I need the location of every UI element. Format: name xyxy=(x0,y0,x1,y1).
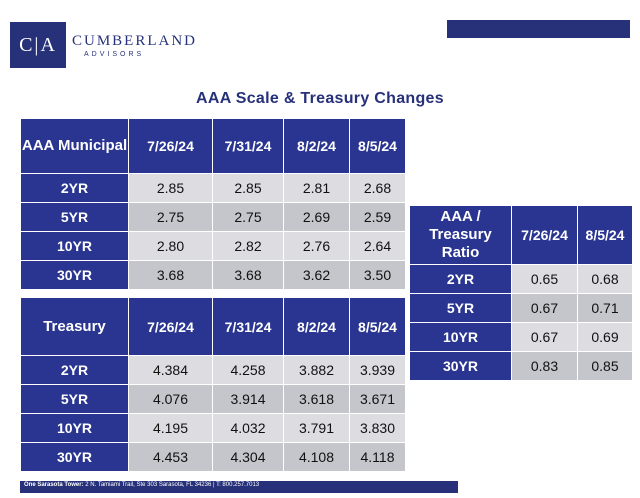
table-row: 10YR 4.195 4.032 3.791 3.830 xyxy=(20,413,406,443)
table-cell: 0.83 xyxy=(511,351,578,381)
table-cell: 3.50 xyxy=(349,260,406,290)
row-label: 30YR xyxy=(20,442,129,472)
table-cell: 4.076 xyxy=(128,384,213,414)
table-row: 5YR 4.076 3.914 3.618 3.671 xyxy=(20,384,406,414)
table-cell: 2.85 xyxy=(212,173,284,203)
company-logo: C|A xyxy=(10,22,66,68)
table-cell: 3.68 xyxy=(128,260,213,290)
table-cell: 3.618 xyxy=(283,384,350,414)
logo-company-name: CUMBERLAND xyxy=(72,33,198,49)
table-cell: 4.032 xyxy=(212,413,284,443)
column-header: 7/26/24 xyxy=(128,118,213,174)
row-label: 2YR xyxy=(20,173,129,203)
table-header-row: AAA Municipal 7/26/24 7/31/24 8/2/24 8/5… xyxy=(20,118,406,174)
row-label: 2YR xyxy=(409,264,512,294)
table-cell: 0.65 xyxy=(511,264,578,294)
table-cell: 4.108 xyxy=(283,442,350,472)
column-header: Treasury xyxy=(20,297,129,356)
table-cell: 3.914 xyxy=(212,384,284,414)
row-label: 5YR xyxy=(20,384,129,414)
table-row: 30YR 0.83 0.85 xyxy=(409,351,633,381)
table-cell: 0.71 xyxy=(577,293,633,323)
table-cell: 0.68 xyxy=(577,264,633,294)
table-cell: 2.59 xyxy=(349,202,406,232)
column-header: 8/2/24 xyxy=(283,118,350,174)
table-cell: 3.882 xyxy=(283,355,350,385)
table-row: 2YR 0.65 0.68 xyxy=(409,264,633,294)
table-row: 2YR 2.85 2.85 2.81 2.68 xyxy=(20,173,406,203)
table-cell: 3.939 xyxy=(349,355,406,385)
table-cell: 4.304 xyxy=(212,442,284,472)
table-row: 30YR 3.68 3.68 3.62 3.50 xyxy=(20,260,406,290)
ratio-table: AAA / Treasury Ratio 7/26/24 8/5/24 2YR … xyxy=(409,205,633,381)
row-label: 10YR xyxy=(409,322,512,352)
header-accent-bar xyxy=(447,20,630,38)
table-cell: 0.85 xyxy=(577,351,633,381)
table-cell: 3.62 xyxy=(283,260,350,290)
column-header: 8/5/24 xyxy=(577,205,633,265)
footer-label: One Sarasota Tower: xyxy=(24,482,84,488)
table-header-row: AAA / Treasury Ratio 7/26/24 8/5/24 xyxy=(409,205,633,265)
row-label: 5YR xyxy=(20,202,129,232)
table-row: 2YR 4.384 4.258 3.882 3.939 xyxy=(20,355,406,385)
column-header: AAA / Treasury Ratio xyxy=(409,205,512,265)
treasury-yield-table: Treasury 7/26/24 7/31/24 8/2/24 8/5/24 2… xyxy=(20,297,406,472)
column-header: 7/31/24 xyxy=(212,118,284,174)
logo-letters: C|A xyxy=(19,33,57,56)
table-cell: 4.118 xyxy=(349,442,406,472)
table-cell: 3.671 xyxy=(349,384,406,414)
table-cell: 2.75 xyxy=(128,202,213,232)
column-header: 8/2/24 xyxy=(283,297,350,356)
footer-contact: One Sarasota Tower: 2 N. Tamiami Trail, … xyxy=(24,482,259,488)
footer-address: 2 N. Tamiami Trail, Ste 303 Sarasota, FL… xyxy=(85,482,260,488)
table-cell: 2.75 xyxy=(212,202,284,232)
table-cell: 0.69 xyxy=(577,322,633,352)
table-cell: 4.258 xyxy=(212,355,284,385)
column-header: 7/31/24 xyxy=(212,297,284,356)
table-row: 5YR 0.67 0.71 xyxy=(409,293,633,323)
table-row: 30YR 4.453 4.304 4.108 4.118 xyxy=(20,442,406,472)
logo-company-subtitle: ADVISORS xyxy=(84,51,145,58)
table-cell: 2.80 xyxy=(128,231,213,261)
table-cell: 2.68 xyxy=(349,173,406,203)
row-label: 10YR xyxy=(20,231,129,261)
table-cell: 2.76 xyxy=(283,231,350,261)
column-header: 7/26/24 xyxy=(511,205,578,265)
table-row: 10YR 2.80 2.82 2.76 2.64 xyxy=(20,231,406,261)
table-cell: 2.69 xyxy=(283,202,350,232)
row-label: 2YR xyxy=(20,355,129,385)
table-cell: 2.81 xyxy=(283,173,350,203)
table-cell: 2.82 xyxy=(212,231,284,261)
table-cell: 4.384 xyxy=(128,355,213,385)
page-title: AAA Scale & Treasury Changes xyxy=(196,90,444,107)
table-cell: 0.67 xyxy=(511,322,578,352)
municipal-yield-table: AAA Municipal 7/26/24 7/31/24 8/2/24 8/5… xyxy=(20,118,406,290)
table-cell: 4.195 xyxy=(128,413,213,443)
table-cell: 2.64 xyxy=(349,231,406,261)
column-header: 8/5/24 xyxy=(349,118,406,174)
table-cell: 3.791 xyxy=(283,413,350,443)
table-cell: 4.453 xyxy=(128,442,213,472)
column-header: 7/26/24 xyxy=(128,297,213,356)
table-cell: 2.85 xyxy=(128,173,213,203)
row-label: 30YR xyxy=(409,351,512,381)
row-label: 30YR xyxy=(20,260,129,290)
column-header: AAA Municipal xyxy=(20,118,129,174)
table-cell: 0.67 xyxy=(511,293,578,323)
table-cell: 3.830 xyxy=(349,413,406,443)
table-row: 5YR 2.75 2.75 2.69 2.59 xyxy=(20,202,406,232)
row-label: 5YR xyxy=(409,293,512,323)
table-header-row: Treasury 7/26/24 7/31/24 8/2/24 8/5/24 xyxy=(20,297,406,356)
row-label: 10YR xyxy=(20,413,129,443)
footer-bar xyxy=(20,481,458,493)
table-cell: 3.68 xyxy=(212,260,284,290)
table-row: 10YR 0.67 0.69 xyxy=(409,322,633,352)
column-header: 8/5/24 xyxy=(349,297,406,356)
